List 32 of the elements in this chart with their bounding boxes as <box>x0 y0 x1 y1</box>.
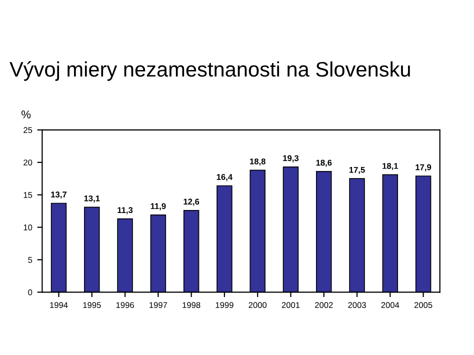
y-axis-title: % <box>22 110 31 118</box>
data-label: 13,7 <box>51 192 66 199</box>
y-tick-label: 20 <box>24 160 32 166</box>
x-tick-label: 1996 <box>116 302 134 308</box>
data-label: 19,3 <box>283 155 299 162</box>
y-tick-label: 0 <box>28 289 32 296</box>
data-label: 12,6 <box>184 198 200 206</box>
chart-title: Vývoj miery nezamestnanosti na Slovensku <box>10 61 410 81</box>
data-label: 11,3 <box>118 207 133 214</box>
x-tick-label: 1998 <box>182 302 200 308</box>
data-label: 18,8 <box>250 158 266 166</box>
x-tick-label: 1995 <box>83 302 101 308</box>
data-label: 16,4 <box>216 174 233 182</box>
data-label: 18,6 <box>316 160 332 167</box>
y-tick-label: 5 <box>28 257 32 263</box>
x-tick-label: 1997 <box>150 302 168 308</box>
x-tick-label: 2004 <box>381 302 400 308</box>
y-tick-label: 15 <box>24 192 32 198</box>
x-tick-label: 2000 <box>248 302 267 308</box>
data-label: 17,5 <box>349 166 365 174</box>
data-label: 13,1 <box>84 195 100 203</box>
x-tick-label: 1994 <box>50 302 68 308</box>
x-tick-label: 2002 <box>315 302 333 308</box>
y-tick-label: 10 <box>24 224 32 230</box>
x-tick-label: 2005 <box>414 302 432 308</box>
data-label: 17,9 <box>416 164 432 172</box>
data-label: 18,1 <box>382 162 398 170</box>
y-tick-label: 25 <box>24 127 32 134</box>
x-tick-label: 1999 <box>216 302 234 308</box>
x-tick-label: 2001 <box>282 302 300 308</box>
x-tick-label: 2003 <box>348 302 366 308</box>
data-label: 11,9 <box>150 203 166 210</box>
